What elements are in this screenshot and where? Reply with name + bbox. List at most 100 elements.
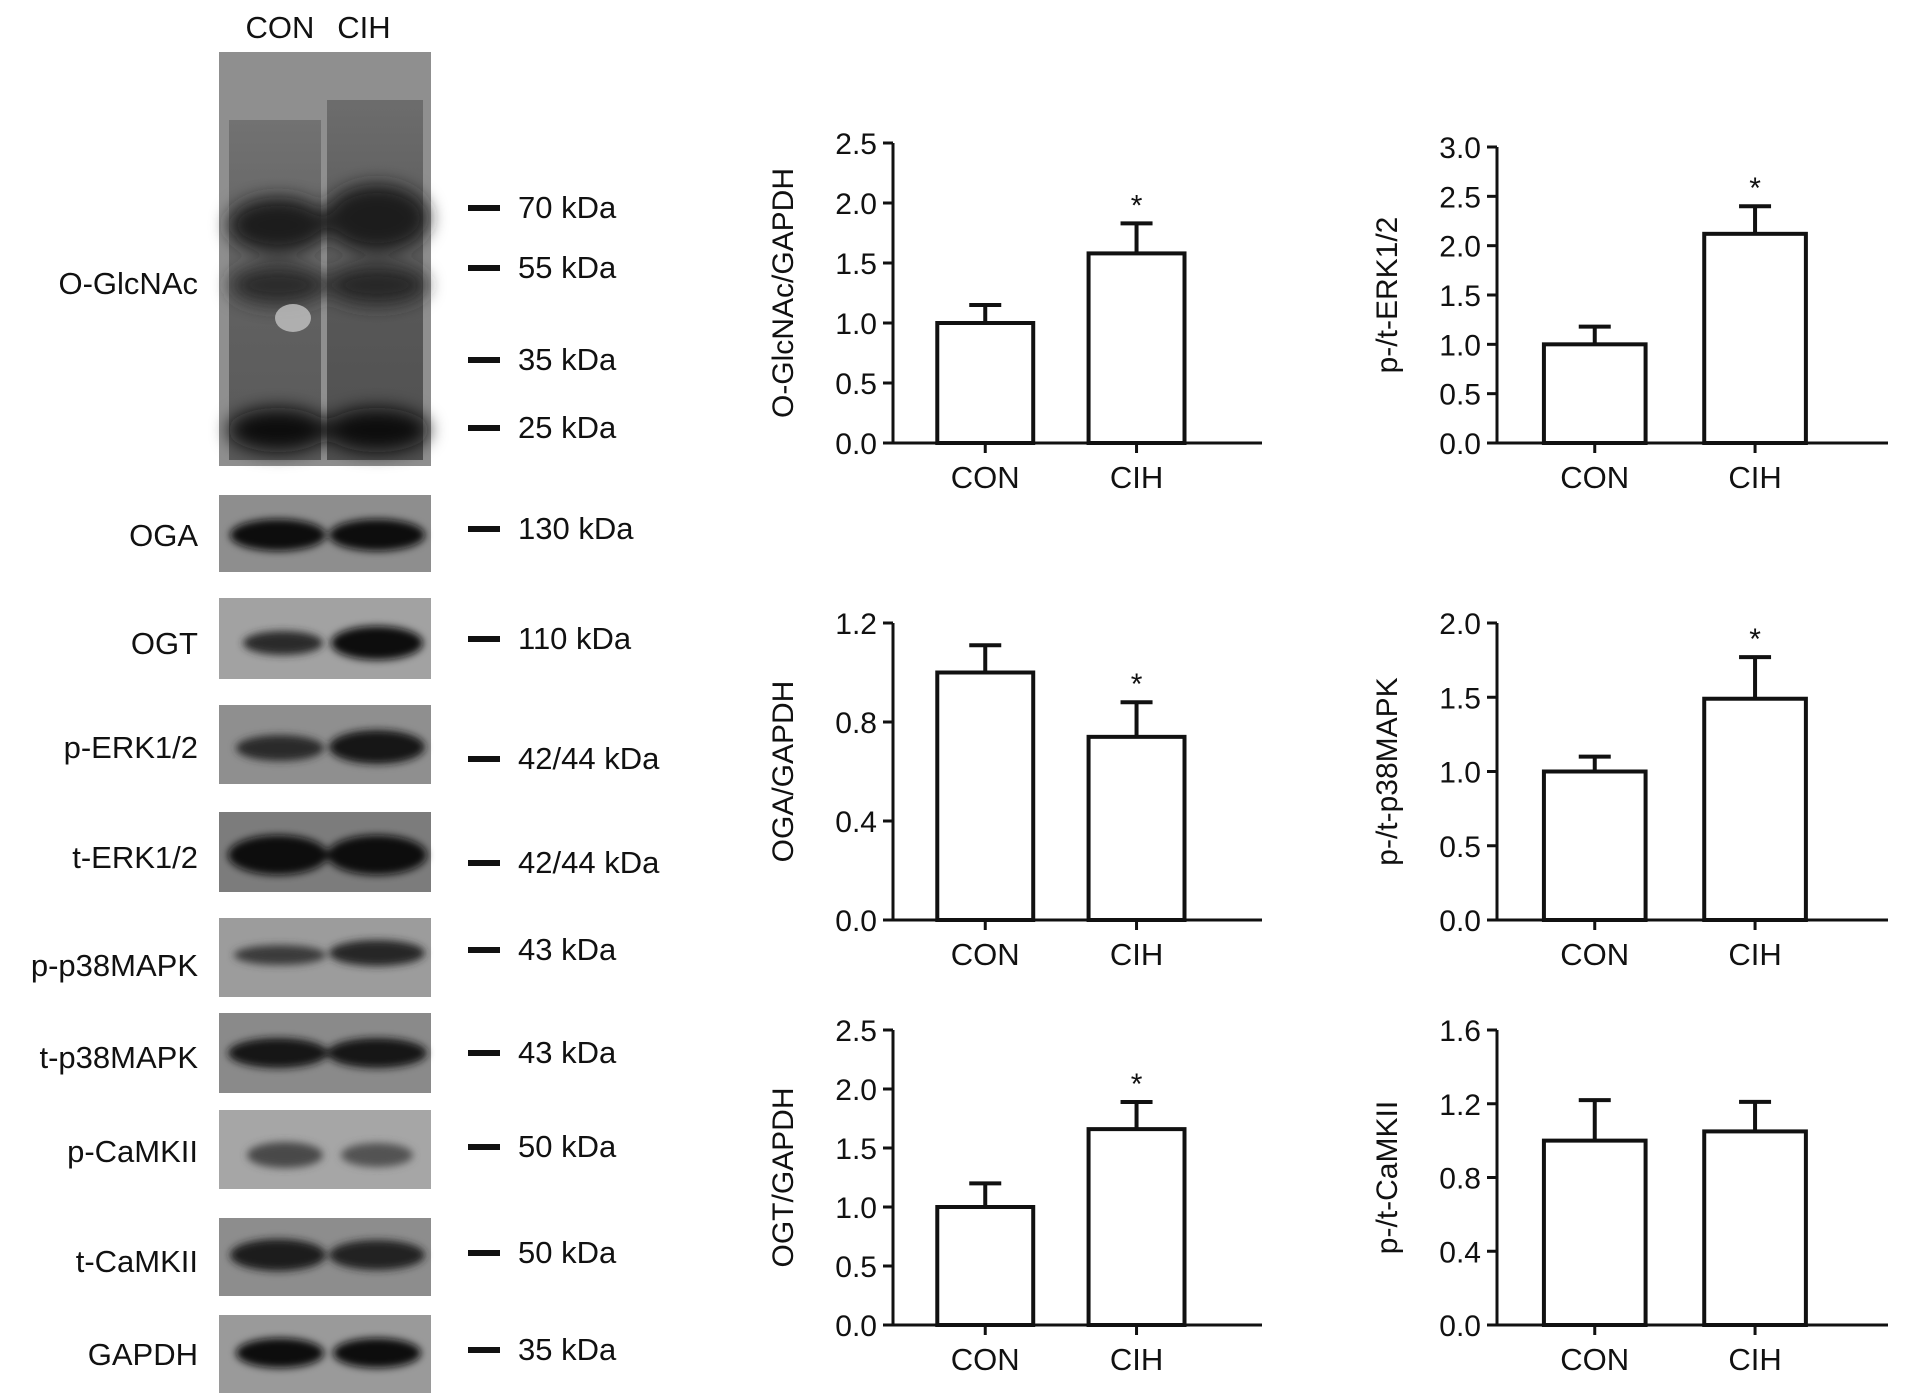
blot-label-t-p38: t-p38MAPK — [39, 1040, 198, 1075]
bar-chart-4: 0.0 0.5 1.0 1.5 2.0 p-/t-p38MAPK CON CIH * — [1371, 608, 1888, 972]
bar-con — [1541, 1138, 1648, 1327]
blot-label-p-p38: p-p38MAPK — [31, 948, 198, 983]
blot-label-t-erk: t-ERK1/2 — [72, 840, 198, 875]
blot-band-gapdh-con — [236, 1338, 324, 1368]
marker-ogt: 110 kDa — [468, 621, 632, 656]
y-tick-label: 1.0 — [1439, 757, 1481, 790]
bar-con — [935, 321, 1036, 445]
blot-panel-p-erk: p-ERK1/2 42/44 kDa — [64, 705, 660, 784]
y-tick-label: 0.0 — [1439, 1310, 1481, 1343]
bar-cih — [1702, 231, 1808, 445]
marker-o-glcnac-35: 35 kDa — [468, 342, 617, 377]
y-tick-label: 2.0 — [835, 188, 877, 221]
x-tick-label: CIH — [1110, 460, 1163, 495]
lane-label-cih: CIH — [337, 10, 390, 45]
x-tick-label: CON — [951, 460, 1020, 495]
lane-label-con: CON — [246, 10, 315, 45]
blot-band-ogt-cih — [331, 626, 423, 660]
svg-text:50 kDa: 50 kDa — [518, 1235, 617, 1270]
y-tick-label: 2.5 — [1439, 181, 1481, 214]
marker-p-camkii: 50 kDa — [468, 1129, 617, 1164]
bar-cih — [1702, 696, 1808, 922]
blot-band-t-p38-con — [228, 1038, 328, 1068]
blot-panel-ogt: OGT 110 kDa — [131, 598, 632, 679]
bar-chart-6: 0.0 0.4 0.8 1.2 1.6 p-/t-CaMKII CON CIH — [1371, 1015, 1888, 1377]
y-tick-label: 1.5 — [835, 1133, 877, 1166]
blot-band-ogt-con — [243, 631, 323, 655]
svg-text:35 kDa: 35 kDa — [518, 1332, 617, 1367]
blot-band-t-camkii-con — [230, 1239, 326, 1271]
bar-chart-3: 0.0 0.4 0.8 1.2 OGA/GAPDH CON CIH * — [767, 608, 1262, 972]
svg-text:50 kDa: 50 kDa — [518, 1129, 617, 1164]
significance-marker: * — [1749, 172, 1761, 205]
x-tick-label: CON — [951, 1342, 1020, 1377]
lane-header: CON CIH — [246, 10, 391, 45]
bar-cih — [1702, 1129, 1808, 1327]
bar-chart-5: 0.0 0.5 1.0 1.5 2.0 2.5 OGT/GAPDH CON CIH * — [767, 1015, 1262, 1377]
y-tick-label: 1.5 — [835, 248, 877, 281]
marker-oga: 130 kDa — [468, 511, 634, 546]
significance-marker: * — [1131, 189, 1143, 222]
y-tick-label: 0.0 — [835, 905, 877, 938]
svg-text:42/44 kDa: 42/44 kDa — [518, 741, 660, 776]
blot-panel-t-p38: t-p38MAPK 43 kDa — [39, 1013, 617, 1093]
blot-band-t-erk-cih — [327, 835, 427, 875]
blot-label-ogt: OGT — [131, 626, 198, 661]
svg-text:43 kDa: 43 kDa — [518, 1035, 617, 1070]
x-tick-label: CIH — [1728, 1342, 1781, 1377]
blot-band-p-erk-cih — [329, 730, 425, 764]
x-tick-label: CIH — [1728, 460, 1781, 495]
svg-text:43 kDa: 43 kDa — [518, 932, 617, 967]
marker-p-erk: 42/44 kDa — [468, 741, 660, 776]
blot-panel-p-p38: p-p38MAPK 43 kDa — [31, 918, 617, 997]
blot-panel-o-glcnac: O-GlcNAc 70 kDa 55 kDa 35 kDa 25 kDa — [59, 52, 617, 466]
blot-panel-gapdh: GAPDH 35 kDa — [88, 1315, 617, 1393]
y-axis-label: OGA/GAPDH — [767, 681, 800, 863]
blot-label-gapdh: GAPDH — [88, 1337, 198, 1372]
y-tick-label: 0.0 — [835, 428, 877, 461]
blot-panel-p-camkii: p-CaMKII 50 kDa — [67, 1110, 617, 1189]
svg-text:55 kDa: 55 kDa — [518, 250, 617, 285]
marker-t-erk: 42/44 kDa — [468, 845, 660, 880]
blot-band-oga-con — [230, 519, 326, 551]
y-axis-label: OGT/GAPDH — [767, 1087, 800, 1267]
y-tick-label: 1.6 — [1439, 1015, 1481, 1048]
blot-bands-o-glcnac — [228, 184, 429, 452]
significance-marker: * — [1131, 668, 1143, 701]
blot-panel-t-camkii: t-CaMKII 50 kDa — [76, 1218, 617, 1296]
blot-label-p-erk: p-ERK1/2 — [64, 730, 198, 765]
bar-chart-2: 0.0 0.5 1.0 1.5 2.0 2.5 3.0 p-/t-ERK1/2 CON CIH * — [1371, 132, 1888, 495]
svg-text:35 kDa: 35 kDa — [518, 342, 617, 377]
y-tick-label: 1.2 — [1439, 1089, 1481, 1122]
blot-label-p-camkii: p-CaMKII — [67, 1134, 198, 1169]
bar-con — [1541, 342, 1648, 446]
y-tick-label: 1.5 — [1439, 280, 1481, 313]
marker-t-camkii: 50 kDa — [468, 1235, 617, 1270]
x-tick-label: CON — [951, 937, 1020, 972]
y-tick-label: 0.5 — [1439, 831, 1481, 864]
marker-p-p38: 43 kDa — [468, 932, 617, 967]
significance-marker: * — [1749, 623, 1761, 656]
marker-t-p38: 43 kDa — [468, 1035, 617, 1070]
x-tick-label: CON — [1560, 937, 1629, 972]
y-tick-label: 2.0 — [1439, 608, 1481, 641]
blot-label-t-camkii: t-CaMKII — [76, 1244, 198, 1279]
y-tick-label: 0.0 — [1439, 905, 1481, 938]
y-tick-label: 1.0 — [835, 308, 877, 341]
x-tick-label: CIH — [1110, 937, 1163, 972]
marker-o-glcnac-55: 55 kDa — [468, 250, 617, 285]
blot-band-p-erk-con — [236, 735, 324, 761]
bar-cih — [1086, 734, 1187, 922]
y-tick-label: 0.8 — [1439, 1163, 1481, 1196]
bar-con — [935, 1205, 1036, 1327]
y-tick-label: 0.8 — [835, 707, 877, 740]
y-axis-label: p-/t-CaMKII — [1371, 1101, 1404, 1254]
blot-panel-t-erk: t-ERK1/2 42/44 kDa — [72, 812, 660, 892]
y-tick-label: 2.0 — [1439, 231, 1481, 264]
y-tick-label: 0.0 — [835, 1310, 877, 1343]
svg-text:70 kDa: 70 kDa — [518, 190, 617, 225]
bar-con — [935, 670, 1036, 922]
y-tick-label: 2.5 — [835, 128, 877, 161]
y-tick-label: 0.4 — [1439, 1236, 1481, 1269]
